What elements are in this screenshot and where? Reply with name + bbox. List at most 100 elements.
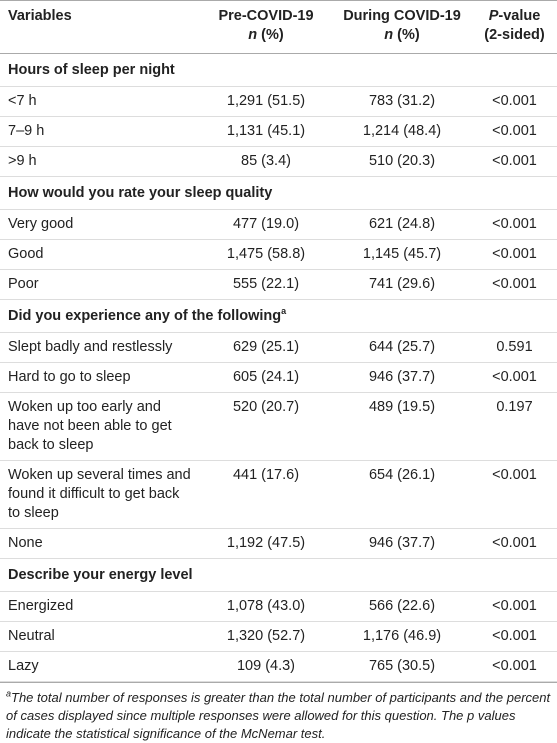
header-title: -value [498, 8, 541, 24]
row-label: >9 h [0, 146, 200, 177]
cell: 555 (22.1) [200, 269, 332, 300]
row-label: Energized [0, 591, 200, 622]
cell: <0.001 [472, 591, 557, 622]
column-header: P-value (2-sided) [472, 0, 557, 54]
cell: 0.197 [472, 392, 557, 461]
header-title: Pre-COVID-19 [218, 8, 314, 24]
cell: <0.001 [472, 362, 557, 393]
row-label: Woken up too early and have not been abl… [0, 392, 200, 461]
cell: 644 (25.7) [332, 332, 472, 363]
section-row: Did you experience any of the followinga [0, 299, 557, 333]
cell: 1,475 (58.8) [200, 239, 332, 270]
section-heading: Did you experience any of the followinga [0, 299, 557, 333]
row-label: Hard to go to sleep [0, 362, 200, 393]
data-row: Slept badly and restlessly 629 (25.1) 644 … [0, 332, 557, 363]
table-body: Hours of sleep per night <7 h 1,291 (51.5)… [0, 53, 557, 682]
column-header: Pre-COVID-19 n (%) [200, 0, 332, 54]
data-row: Neutral 1,320 (52.7) 1,176 (46.9) <0.001 [0, 621, 557, 652]
row-label: Woken up several times and found it diff… [0, 460, 200, 529]
section-heading: Describe your energy level [0, 558, 557, 592]
row-label: Slept badly and restlessly [0, 332, 200, 363]
cell: 783 (31.2) [332, 86, 472, 117]
section-title: Did you experience any of the following [8, 308, 282, 324]
cell: 477 (19.0) [200, 209, 332, 240]
data-row: Energized 1,078 (43.0) 566 (22.6) <0.001 [0, 591, 557, 622]
cell: 946 (37.7) [332, 528, 472, 559]
cell: 654 (26.1) [332, 460, 472, 529]
cell: <0.001 [472, 528, 557, 559]
cell: <0.001 [472, 269, 557, 300]
section-row: How would you rate your sleep quality [0, 176, 557, 210]
data-row: Good 1,475 (58.8) 1,145 (45.7) <0.001 [0, 239, 557, 270]
header-italic: n [384, 27, 394, 43]
cell: 566 (22.6) [332, 591, 472, 622]
header-subtitle: (2-sided) [484, 27, 545, 43]
row-label: Poor [0, 269, 200, 300]
footnote-text: The total number of responses is greater… [6, 690, 551, 741]
section-title: How would you rate your sleep quality [8, 185, 273, 201]
section-heading: Hours of sleep per night [0, 53, 557, 87]
data-row: Lazy 109 (4.3) 765 (30.5) <0.001 [0, 651, 557, 682]
cell: 1,320 (52.7) [200, 621, 332, 652]
cell: <0.001 [472, 209, 557, 240]
cell: 1,145 (45.7) [332, 239, 472, 270]
cell: 109 (4.3) [200, 651, 332, 682]
row-label: Neutral [0, 621, 200, 652]
section-title: Describe your energy level [8, 567, 193, 583]
data-row: 7–9 h 1,131 (45.1) 1,214 (48.4) <0.001 [0, 116, 557, 147]
cell: <0.001 [472, 621, 557, 652]
cell: 946 (37.7) [332, 362, 472, 393]
cell: 489 (19.5) [332, 392, 472, 461]
column-header: Variables [0, 0, 200, 54]
cell: 741 (29.6) [332, 269, 472, 300]
data-row: Woken up too early and have not been abl… [0, 392, 557, 461]
cell: 510 (20.3) [332, 146, 472, 177]
cell: <0.001 [472, 116, 557, 147]
row-label: 7–9 h [0, 116, 200, 147]
cell: 629 (25.1) [200, 332, 332, 363]
cell: <0.001 [472, 651, 557, 682]
header-italic: P [488, 8, 499, 24]
cell: <0.001 [472, 86, 557, 117]
cell: 1,131 (45.1) [200, 116, 332, 147]
cell: 1,214 (48.4) [332, 116, 472, 147]
header-title: Variables [8, 8, 72, 24]
cell: 1,078 (43.0) [200, 591, 332, 622]
cell: 520 (20.7) [200, 392, 332, 461]
row-label: Very good [0, 209, 200, 240]
footnote: aThe total number of responses is greate… [0, 682, 557, 743]
header-italic: n [248, 27, 258, 43]
cell: 765 (30.5) [332, 651, 472, 682]
table-header: Variables Pre-COVID-19 n (%) During COVID-1… [0, 0, 557, 54]
data-row: Hard to go to sleep 605 (24.1) 946 (37.7) <… [0, 362, 557, 393]
data-table: Variables Pre-COVID-19 n (%) During COVID-1… [0, 0, 557, 682]
header-subtitle: (%) [393, 27, 420, 43]
row-label: Good [0, 239, 200, 270]
cell: 621 (24.8) [332, 209, 472, 240]
data-row: Very good 477 (19.0) 621 (24.8) <0.001 [0, 209, 557, 240]
row-label: None [0, 528, 200, 559]
header-title: During COVID-19 [343, 8, 461, 24]
section-row: Hours of sleep per night [0, 53, 557, 87]
cell: 85 (3.4) [200, 146, 332, 177]
section-heading: How would you rate your sleep quality [0, 176, 557, 210]
data-row: <7 h 1,291 (51.5) 783 (31.2) <0.001 [0, 86, 557, 117]
cell: 1,176 (46.9) [332, 621, 472, 652]
column-header: During COVID-19 n (%) [332, 0, 472, 54]
cell: 441 (17.6) [200, 460, 332, 529]
cell: 1,192 (47.5) [200, 528, 332, 559]
footnote-marker: a [281, 306, 287, 317]
section-row: Describe your energy level [0, 558, 557, 592]
data-row: Woken up several times and found it diff… [0, 460, 557, 529]
data-row: Poor 555 (22.1) 741 (29.6) <0.001 [0, 269, 557, 300]
section-title: Hours of sleep per night [8, 62, 175, 78]
header-row: Variables Pre-COVID-19 n (%) During COVID-1… [0, 0, 557, 54]
row-label: Lazy [0, 651, 200, 682]
data-row: None 1,192 (47.5) 946 (37.7) <0.001 [0, 528, 557, 559]
cell: 0.591 [472, 332, 557, 363]
cell: 605 (24.1) [200, 362, 332, 393]
header-subtitle: (%) [257, 27, 284, 43]
cell: <0.001 [472, 460, 557, 529]
footnote-marker: a [6, 688, 12, 699]
